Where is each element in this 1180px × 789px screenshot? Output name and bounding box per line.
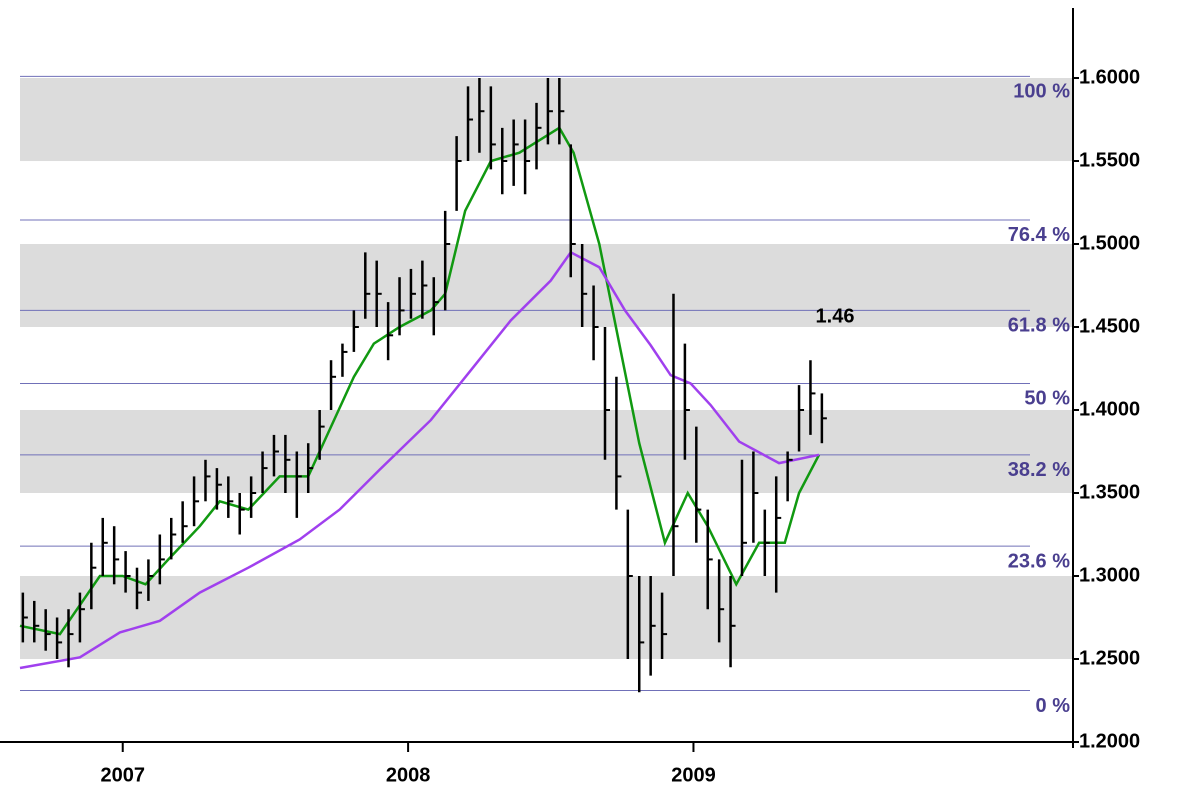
moving-average-line — [19, 250, 820, 670]
y-tick-label: 1.5000 — [1079, 232, 1140, 254]
grid-band — [20, 576, 1073, 660]
grid-band — [20, 78, 1073, 162]
x-tick-label: 2007 — [100, 764, 145, 786]
x-tick-label: 2008 — [386, 764, 431, 786]
fib-label: 50 % — [1024, 388, 1070, 410]
grid-band — [20, 410, 1073, 494]
moving-average-line — [19, 126, 821, 636]
fib-label: 100 % — [1013, 81, 1070, 103]
y-tick-label: 1.3000 — [1079, 564, 1140, 586]
y-tick-label: 1.2500 — [1079, 647, 1140, 669]
y-tick-label: 1.5500 — [1079, 149, 1140, 171]
fib-label: 76.4 % — [1008, 224, 1070, 246]
fib-label: 23.6 % — [1008, 550, 1070, 572]
y-tick-label: 1.4500 — [1079, 315, 1140, 337]
annotation: 1.46 — [816, 306, 855, 328]
y-tick-label: 1.4000 — [1079, 398, 1140, 420]
fib-label: 61.8 % — [1008, 315, 1070, 337]
fib-label: 0 % — [1036, 695, 1071, 717]
y-tick-label: 1.6000 — [1079, 66, 1140, 88]
y-tick-label: 1.2000 — [1079, 730, 1140, 752]
fib-label: 38.2 % — [1008, 459, 1070, 481]
y-tick-label: 1.3500 — [1079, 481, 1140, 503]
x-tick-label: 2009 — [671, 764, 716, 786]
